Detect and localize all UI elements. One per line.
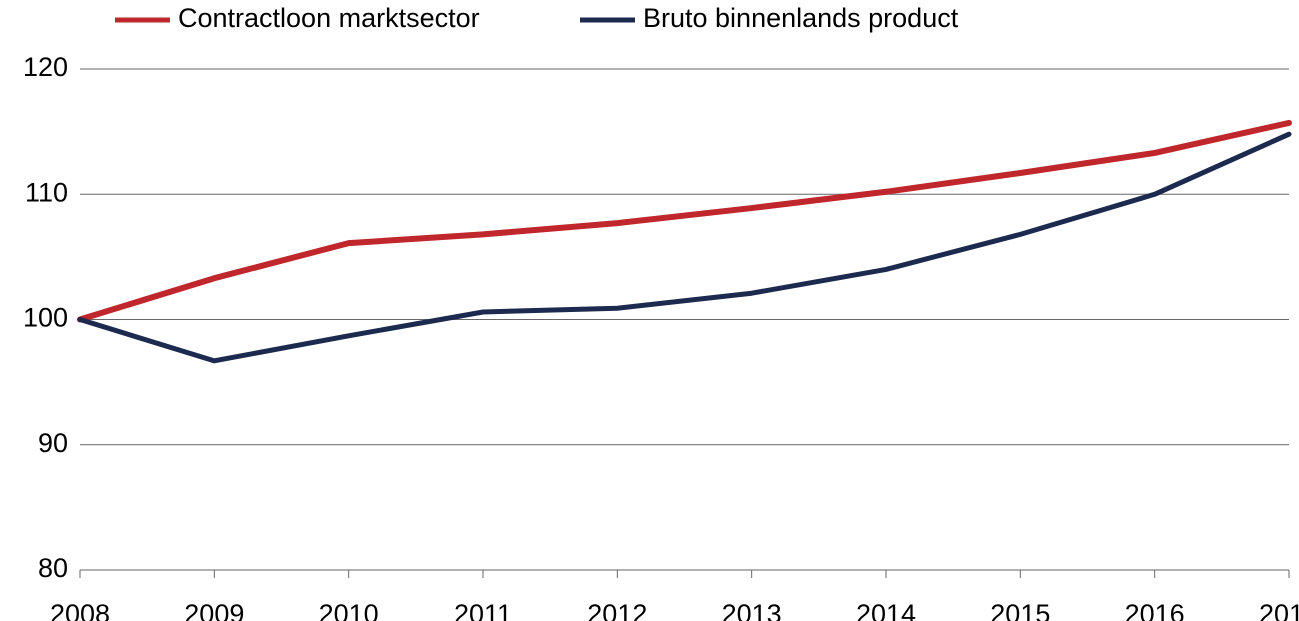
y-axis-label: 110: [25, 177, 68, 207]
y-axis-label: 80: [38, 553, 68, 583]
chart-background: [0, 0, 1299, 621]
y-axis-label: 120: [23, 52, 68, 82]
x-axis-label: 2012: [587, 599, 647, 621]
y-axis-label: 100: [23, 303, 68, 333]
x-axis-label: 2009: [184, 599, 244, 621]
x-axis-label: 2011: [454, 599, 512, 621]
x-axis-label: 2016: [1125, 599, 1185, 621]
x-axis-label: 2017: [1259, 599, 1299, 621]
legend-label: Contractloon marktsector: [178, 3, 480, 33]
x-axis-label: 2014: [856, 599, 916, 621]
legend-label: Bruto binnenlands product: [643, 3, 959, 33]
line-chart: 80 90 100 110 120 2008 2009 2010 2011 2012 2013 201…: [0, 0, 1299, 621]
x-axis-label: 2015: [990, 599, 1050, 621]
x-axis-label: 2013: [722, 599, 782, 621]
y-axis-label: 90: [38, 428, 68, 458]
x-axis-label: 2008: [50, 599, 110, 621]
x-axis-label: 2010: [319, 599, 379, 621]
